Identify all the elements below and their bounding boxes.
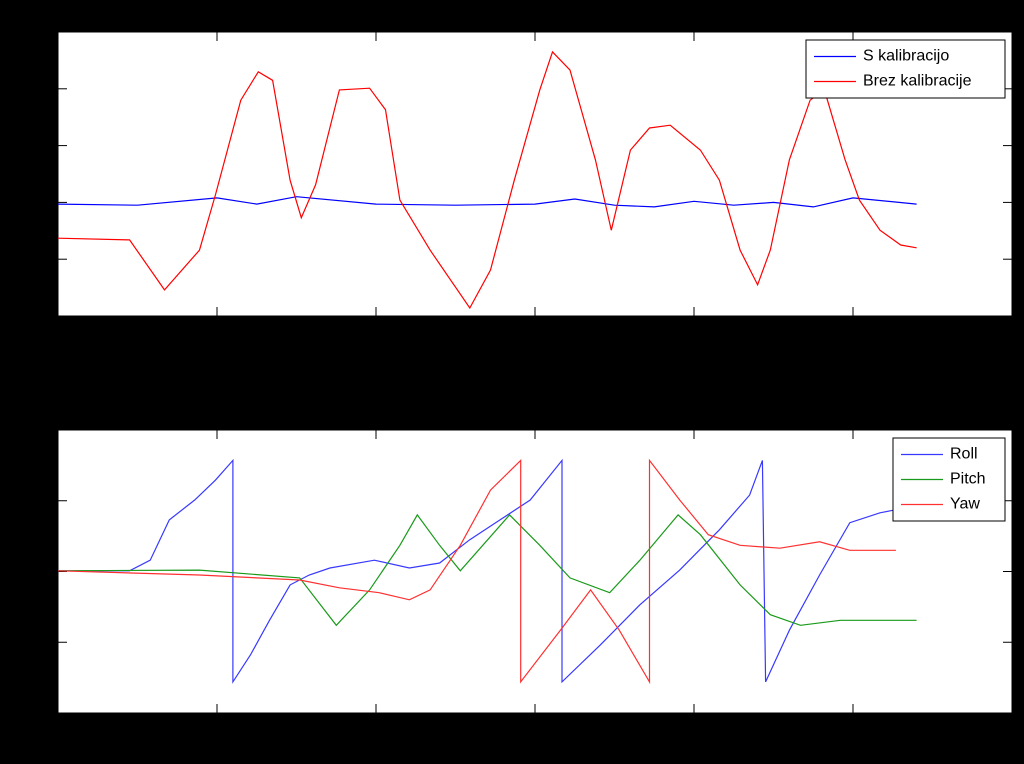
x-tick-label: 1: [213, 323, 222, 340]
legend-label: Yaw: [950, 496, 980, 513]
x-tick-label: 4: [690, 720, 699, 737]
data-line: [57, 50, 917, 310]
y-tick-label: 3: [41, 137, 50, 154]
y-tick-label: 3: [41, 492, 50, 509]
axes-background: [57, 429, 1013, 714]
x-tick-label: 4: [690, 323, 699, 340]
y-tick-label: 1: [41, 633, 50, 650]
y-tick-label: 4: [41, 80, 50, 97]
data-line: [58, 458, 917, 684]
data-line: [57, 196, 917, 208]
x-tick-label: 5: [849, 720, 858, 737]
legend-label: Roll: [950, 446, 978, 463]
x-tick-label: 5: [849, 323, 858, 340]
x-tick-label: 1: [213, 720, 222, 737]
legend-box: [805, 39, 1006, 99]
y-tick-label: 1: [41, 250, 50, 267]
x-tick-label: 2: [372, 720, 381, 737]
x-tick-label: 3: [531, 720, 540, 737]
y-tick-label: 2: [41, 563, 50, 580]
y-tick-label: 2: [41, 194, 50, 211]
legend-label: Brez kalibracije: [863, 73, 972, 90]
data-line: [57, 458, 896, 685]
legend-label: Pitch: [950, 471, 986, 488]
x-tick-label: 2: [372, 323, 381, 340]
data-line: [57, 513, 917, 627]
x-tick-label: 3: [531, 323, 540, 340]
legend-label: S kalibracijo: [863, 48, 949, 65]
